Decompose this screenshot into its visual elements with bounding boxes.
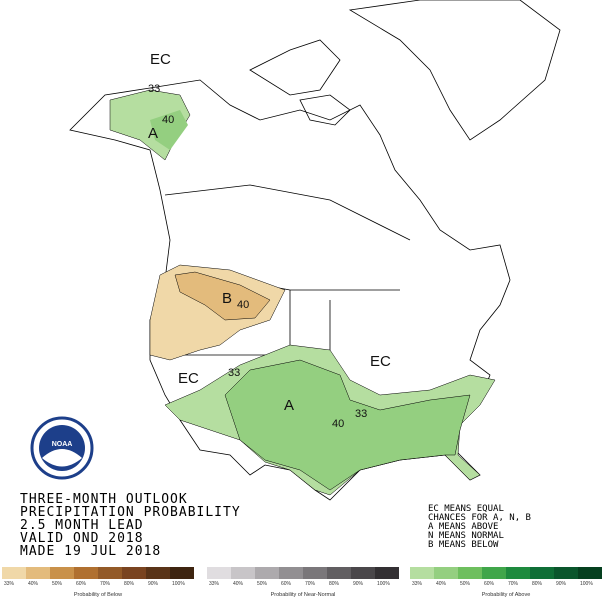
colorbar-label: 50% — [460, 581, 471, 587]
colorbar-label: 70% — [305, 581, 316, 587]
area-above-40 — [150, 110, 188, 150]
map-labels: EC 33 40 A B 40 EC 33 A 40 33 EC — [148, 51, 391, 430]
colorbar-label: 60% — [76, 581, 87, 587]
color-swatch — [255, 567, 279, 579]
color-swatch — [458, 567, 482, 579]
color-swatch — [303, 567, 327, 579]
colorbar-label: 50% — [257, 581, 268, 587]
color-swatch — [327, 567, 351, 579]
color-swatch — [74, 567, 98, 579]
color-swatch — [207, 567, 231, 579]
logo-wave — [42, 449, 82, 467]
map-label: A — [284, 397, 294, 414]
colorbar-label: 40% — [233, 581, 244, 587]
map-label: EC — [178, 370, 199, 387]
map-label: 40 — [162, 114, 174, 126]
color-swatch — [410, 567, 434, 579]
area-above-40-south — [224, 359, 471, 491]
colorbar-label: 80% — [124, 581, 135, 587]
colorbars: 33% 40% 50% 60% 70% 80% 90% 100% Probability of … — [2, 567, 602, 598]
map-label: 33 — [148, 83, 160, 95]
color-swatch — [50, 567, 74, 579]
colorbar-label: 60% — [484, 581, 495, 587]
color-swatch — [578, 567, 602, 579]
political-borders — [150, 184, 411, 470]
colorbar-label: 60% — [281, 581, 292, 587]
color-swatch — [554, 567, 578, 579]
colorbar-label: 33% — [209, 581, 220, 587]
colorbar-label: 50% — [52, 581, 63, 587]
key-line: B MEANS BELOW — [428, 540, 499, 550]
colorbar-label: 90% — [148, 581, 159, 587]
key-line: EC MEANS EQUAL — [428, 504, 504, 514]
colorbar-label: 100% — [580, 581, 593, 587]
colorbar-caption: Probability of Above — [482, 592, 531, 598]
color-swatch — [375, 567, 399, 579]
map-label: 40 — [332, 418, 344, 430]
map-label: 33 — [355, 408, 367, 420]
color-swatch — [506, 567, 530, 579]
map-label: EC — [150, 51, 171, 68]
noaa-logo: NOAA — [30, 416, 94, 480]
colorbar-label: 80% — [329, 581, 340, 587]
map-label: 33 — [228, 367, 240, 379]
color-swatch — [170, 567, 194, 579]
title-block: THREE-MONTH OUTLOOK PRECIPITATION PROBAB… — [20, 492, 241, 559]
title-line: THREE-MONTH OUTLOOK — [20, 492, 188, 507]
colorbar-label: 33% — [4, 581, 15, 587]
colorbar-label: 100% — [172, 581, 185, 587]
color-swatch — [530, 567, 554, 579]
probability-areas — [109, 89, 496, 496]
colorbar-caption: Probability of Below — [74, 592, 122, 598]
color-swatch — [146, 567, 170, 579]
color-swatch — [98, 567, 122, 579]
color-swatch — [351, 567, 375, 579]
colorbar-label: 40% — [436, 581, 447, 587]
colorbar-caption: Probability of Near-Normal — [271, 592, 336, 598]
map-label: 40 — [237, 299, 249, 311]
color-swatch — [122, 567, 146, 579]
key-line: A MEANS ABOVE — [428, 522, 498, 532]
colorbar-label: 70% — [508, 581, 519, 587]
colorbar-label: 90% — [353, 581, 364, 587]
key-line: N MEANS NORMAL — [428, 531, 504, 541]
arctic-islands — [249, 39, 351, 126]
color-swatch — [26, 567, 50, 579]
colorbar-label: 90% — [556, 581, 567, 587]
colorbar-label: 70% — [100, 581, 111, 587]
colorbar-label: 80% — [532, 581, 543, 587]
key-line: CHANCES FOR A, N, B — [428, 513, 531, 523]
area-below-40 — [174, 271, 271, 321]
title-line: 2.5 MONTH LEAD — [20, 518, 144, 533]
title-line: PRECIPITATION PROBABILITY — [20, 505, 241, 520]
map-label: EC — [370, 353, 391, 370]
color-swatch — [231, 567, 255, 579]
title-line: MADE 19 JUL 2018 — [20, 544, 161, 559]
color-swatch — [279, 567, 303, 579]
key-block: EC MEANS EQUAL CHANCES FOR A, N, B A MEA… — [428, 504, 531, 550]
colorbar-label: 33% — [412, 581, 423, 587]
colorbar-label: 100% — [377, 581, 390, 587]
title-line: VALID OND 2018 — [20, 531, 144, 546]
map-label: B — [222, 290, 232, 307]
color-swatch — [482, 567, 506, 579]
map-label: A — [148, 125, 158, 142]
greenland — [348, 0, 561, 141]
colorbar-label: 40% — [28, 581, 39, 587]
color-swatch — [434, 567, 458, 579]
color-swatch — [2, 567, 26, 579]
logo-text: NOAA — [52, 441, 73, 448]
